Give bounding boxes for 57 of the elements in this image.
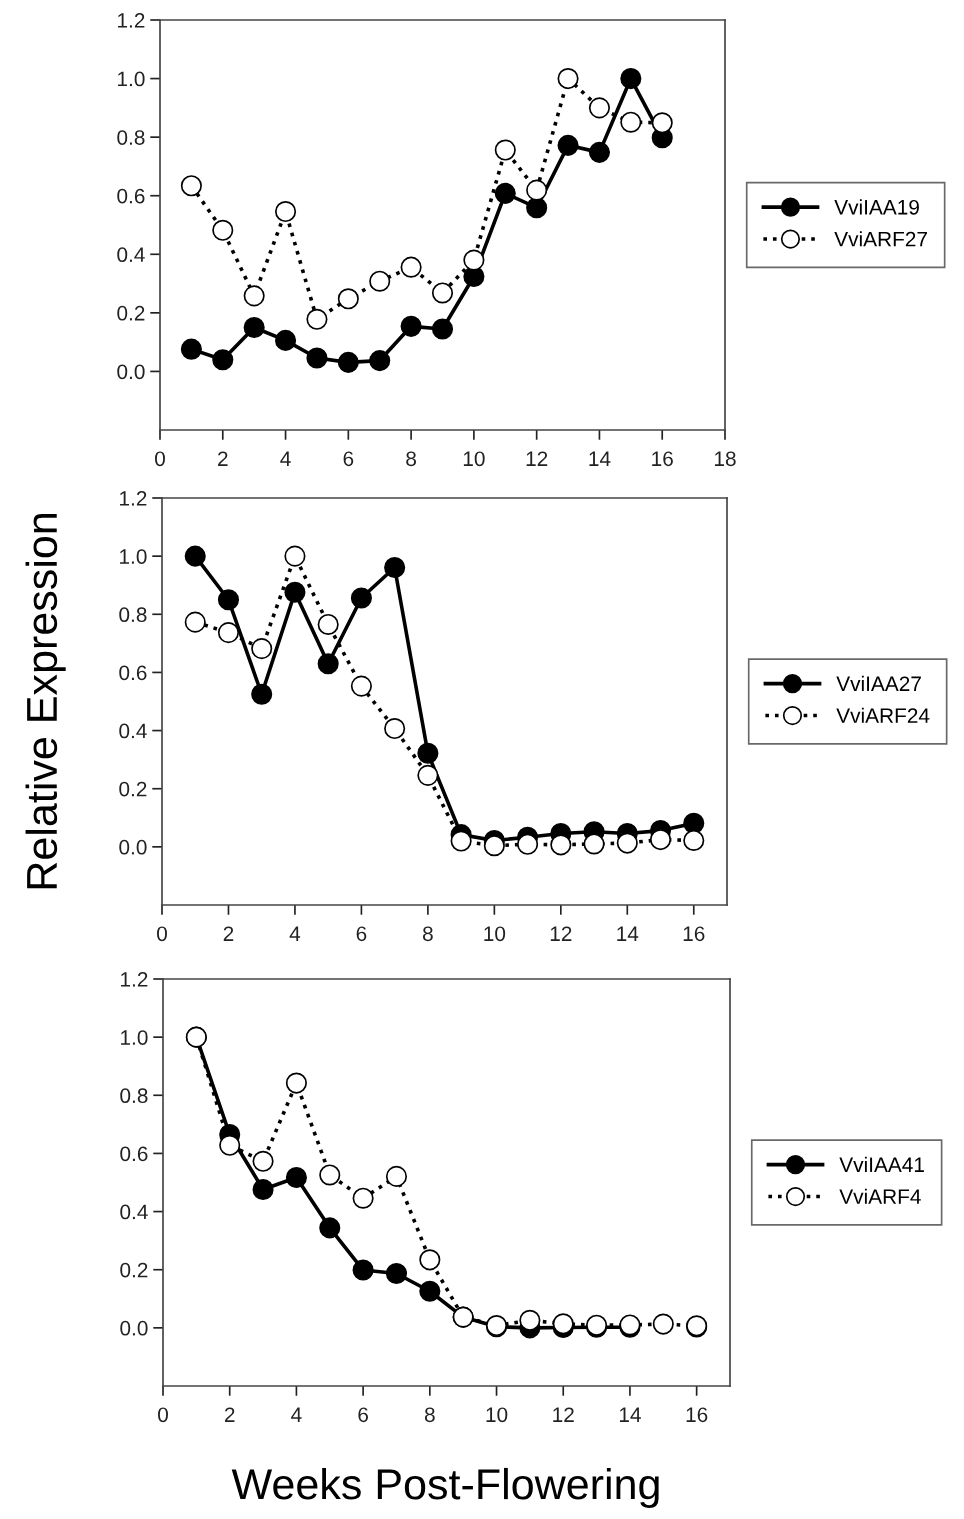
legend-label: VviIAA27 — [836, 675, 921, 691]
x-tick-label: 14 — [589, 451, 611, 466]
x-tick-label: 0 — [158, 1407, 168, 1423]
legend-label: VviARF4 — [839, 1188, 921, 1204]
x-tick-label: 6 — [358, 1407, 368, 1423]
x-tick-label: 12 — [553, 1407, 574, 1422]
y-tick-label: 0.4 — [119, 723, 147, 739]
x-tick-label: 16 — [686, 1407, 708, 1423]
x-axis-title: Weeks Post-Flowering — [231, 1467, 659, 1509]
x-tick-label: 0 — [157, 926, 167, 942]
y-tick-label: 0.0 — [119, 839, 147, 855]
x-tick-label: 16 — [652, 451, 673, 467]
y-tick-label: 1.0 — [118, 71, 145, 87]
x-tick-label: 8 — [406, 451, 416, 467]
legend-label: VviARF24 — [836, 707, 930, 723]
y-tick-label: 0.8 — [117, 130, 145, 145]
y-tick-label: 1.2 — [121, 972, 148, 987]
x-tick-label: 12 — [526, 451, 548, 466]
legend-label: VviARF27 — [834, 231, 927, 247]
x-tick-label: 2 — [223, 926, 234, 941]
y-tick-label: 1.2 — [118, 13, 145, 28]
y-tick-label: 0.8 — [119, 607, 147, 623]
y-tick-label: 0.6 — [119, 665, 147, 681]
y-tick-label: 0.0 — [120, 1320, 148, 1336]
y-tick-label: 1.0 — [121, 1030, 148, 1045]
y-tick-label: 0.6 — [120, 1146, 148, 1162]
x-tick-label: 16 — [683, 926, 705, 942]
x-tick-label: 14 — [617, 926, 639, 941]
x-tick-label: 14 — [619, 1407, 641, 1422]
y-tick-label: 1.0 — [120, 549, 147, 564]
x-tick-label: 8 — [422, 926, 433, 942]
y-tick-label: 0.2 — [117, 305, 145, 321]
y-axis-title: Relative Expression — [25, 514, 66, 889]
x-tick-label: 8 — [424, 1407, 435, 1423]
x-tick-label: 10 — [463, 451, 485, 467]
y-tick-label: 0.8 — [120, 1088, 148, 1104]
x-tick-label: 10 — [486, 1407, 508, 1423]
y-tick-label: 0.6 — [117, 188, 145, 204]
x-tick-label: 18 — [715, 451, 736, 467]
y-tick-label: 0.0 — [117, 364, 145, 380]
y-tick-label: 0.2 — [120, 1262, 148, 1278]
x-tick-label: 6 — [356, 926, 367, 942]
x-tick-label: 4 — [280, 451, 291, 466]
x-tick-label: 12 — [550, 926, 572, 941]
y-tick-label: 0.4 — [120, 1204, 148, 1220]
x-tick-label: 4 — [291, 1407, 302, 1422]
x-tick-label: 2 — [218, 451, 228, 466]
x-tick-label: 4 — [289, 926, 301, 941]
x-tick-label: 6 — [343, 451, 354, 467]
legend-label: VviIAA41 — [839, 1156, 924, 1172]
x-tick-label: 2 — [224, 1407, 235, 1422]
y-tick-label: 0.2 — [119, 781, 147, 797]
y-tick-label: 0.4 — [117, 247, 145, 263]
y-tick-label: 1.2 — [120, 491, 147, 506]
x-tick-label: 0 — [155, 451, 165, 467]
x-tick-label: 10 — [484, 926, 506, 942]
legend-label: VviIAA19 — [834, 199, 919, 215]
